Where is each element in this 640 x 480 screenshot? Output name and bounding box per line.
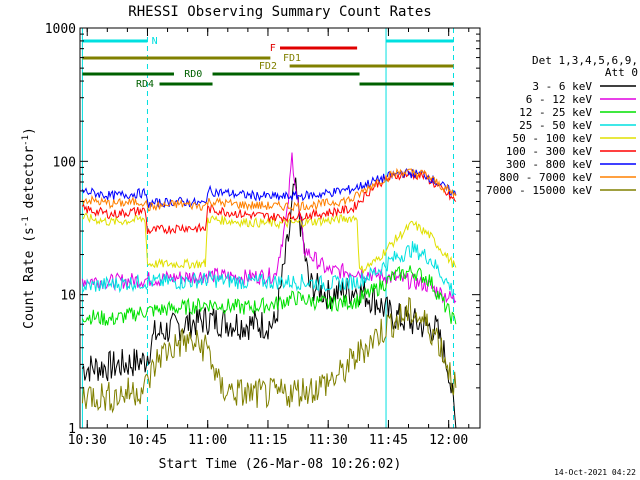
series-line	[81, 168, 457, 209]
y-tick-label: 1	[68, 422, 76, 437]
legend-label: 25 - 50 keV	[519, 119, 592, 132]
legend-label: 50 - 100 keV	[513, 132, 593, 145]
y-label-part1: Count Rate (s	[22, 227, 37, 329]
series-line	[82, 212, 457, 274]
y-label-part2: detector	[22, 146, 37, 217]
legend-label: 300 - 800 keV	[506, 158, 592, 171]
x-tick-label: 12:00	[429, 433, 468, 448]
status-bar-label: N	[152, 36, 158, 47]
status-bar-label: FD2	[259, 61, 277, 72]
chart-title: RHESSI Observing Summary Count Rates	[128, 4, 431, 20]
status-bar-label: F	[270, 43, 276, 54]
x-axis-label: Start Time (26-Mar-08 10:26:02)	[159, 457, 402, 472]
x-tick-label: 11:45	[369, 433, 408, 448]
y-tick-label: 100	[53, 155, 76, 170]
x-tick-label: 11:00	[188, 433, 227, 448]
legend-label: 100 - 300 keV	[506, 145, 592, 158]
status-bar-label: RD0	[184, 69, 202, 80]
legend-header-line: Det 1,3,4,5,6,9,	[532, 54, 638, 67]
x-tick-label: 11:30	[309, 433, 348, 448]
status-bar-label: RD4	[136, 79, 154, 90]
y-label-sup2: -1	[21, 135, 31, 146]
series-line	[81, 177, 457, 429]
series-line	[81, 296, 457, 414]
timestamp: 14-Oct-2021 04:22	[554, 468, 636, 477]
legend-header-line: Att 0	[605, 66, 638, 79]
status-bar-label: FD1	[283, 53, 301, 64]
series-line	[81, 265, 457, 326]
legend-label: 800 - 7000 keV	[499, 171, 592, 184]
x-tick-label: 10:30	[68, 433, 107, 448]
legend-label: 7000 - 15000 keV	[486, 184, 592, 197]
legend-label: 12 - 25 keV	[519, 106, 592, 119]
y-axis-label: Count Rate (s-1 detector-1)	[21, 127, 37, 329]
y-tick-label: 1000	[45, 22, 76, 37]
plot-frame	[79, 27, 481, 429]
y-label-part3: )	[22, 127, 37, 135]
axes: 10:30 10:45 11:00 11:15 11:30 11:45 12:00 1 10 10…	[45, 22, 481, 448]
series-line	[81, 167, 457, 212]
plot-area: N F FD1 FD2 RD0 RD4	[81, 28, 457, 429]
legend-label: 6 - 12 keV	[526, 93, 593, 106]
x-tick-label: 11:15	[248, 433, 287, 448]
series-line	[81, 241, 457, 297]
x-tick-label: 10:45	[128, 433, 167, 448]
legend-label: 3 - 6 keV	[532, 80, 592, 93]
y-label-sup1: -1	[21, 216, 31, 227]
y-tick-label: 10	[60, 289, 76, 304]
series-line	[81, 169, 457, 235]
